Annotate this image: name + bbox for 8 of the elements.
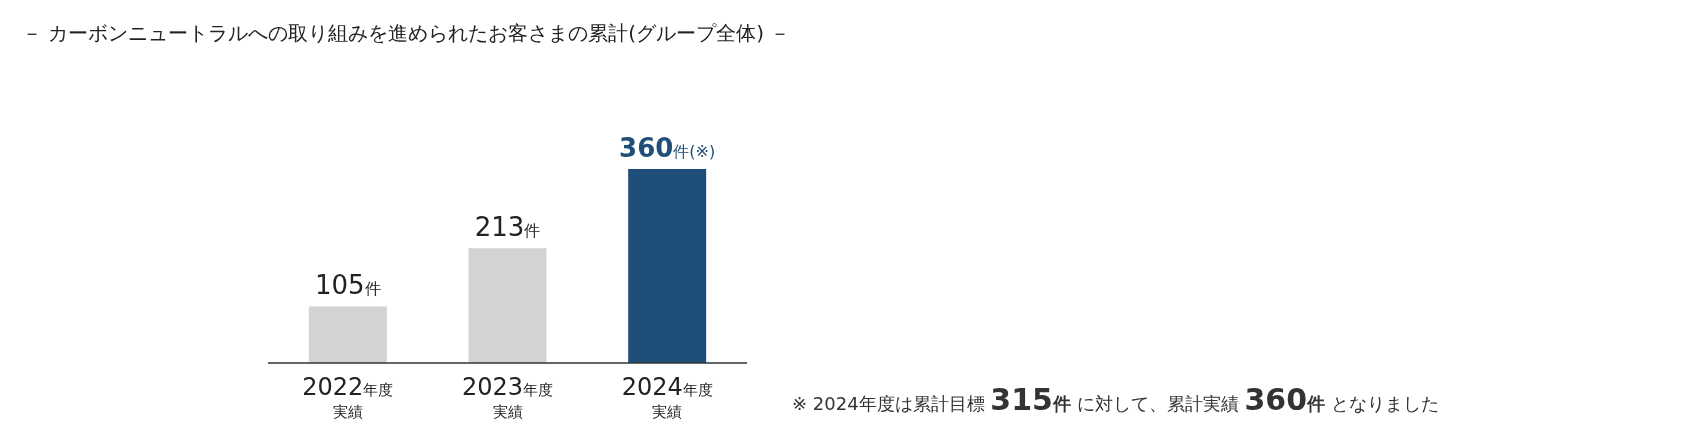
x-tick-label: 2023年度実績 bbox=[461, 373, 554, 421]
data-label: 105件 bbox=[315, 270, 381, 301]
data-label: 213件 bbox=[474, 212, 541, 243]
chart-title: － カーボンニュートラルへの取り組みを進められたお客さまの累計(グループ全体) － bbox=[22, 21, 791, 45]
data-label: 360件(※) bbox=[619, 133, 716, 163]
text: ※ 2024年度は累計目標 315件 に対して、累計実績 360件 となりました bbox=[792, 382, 1439, 417]
x-tick-label: 2024年度実績 bbox=[621, 373, 713, 421]
x-tick-label: 2022年度実績 bbox=[302, 373, 394, 421]
